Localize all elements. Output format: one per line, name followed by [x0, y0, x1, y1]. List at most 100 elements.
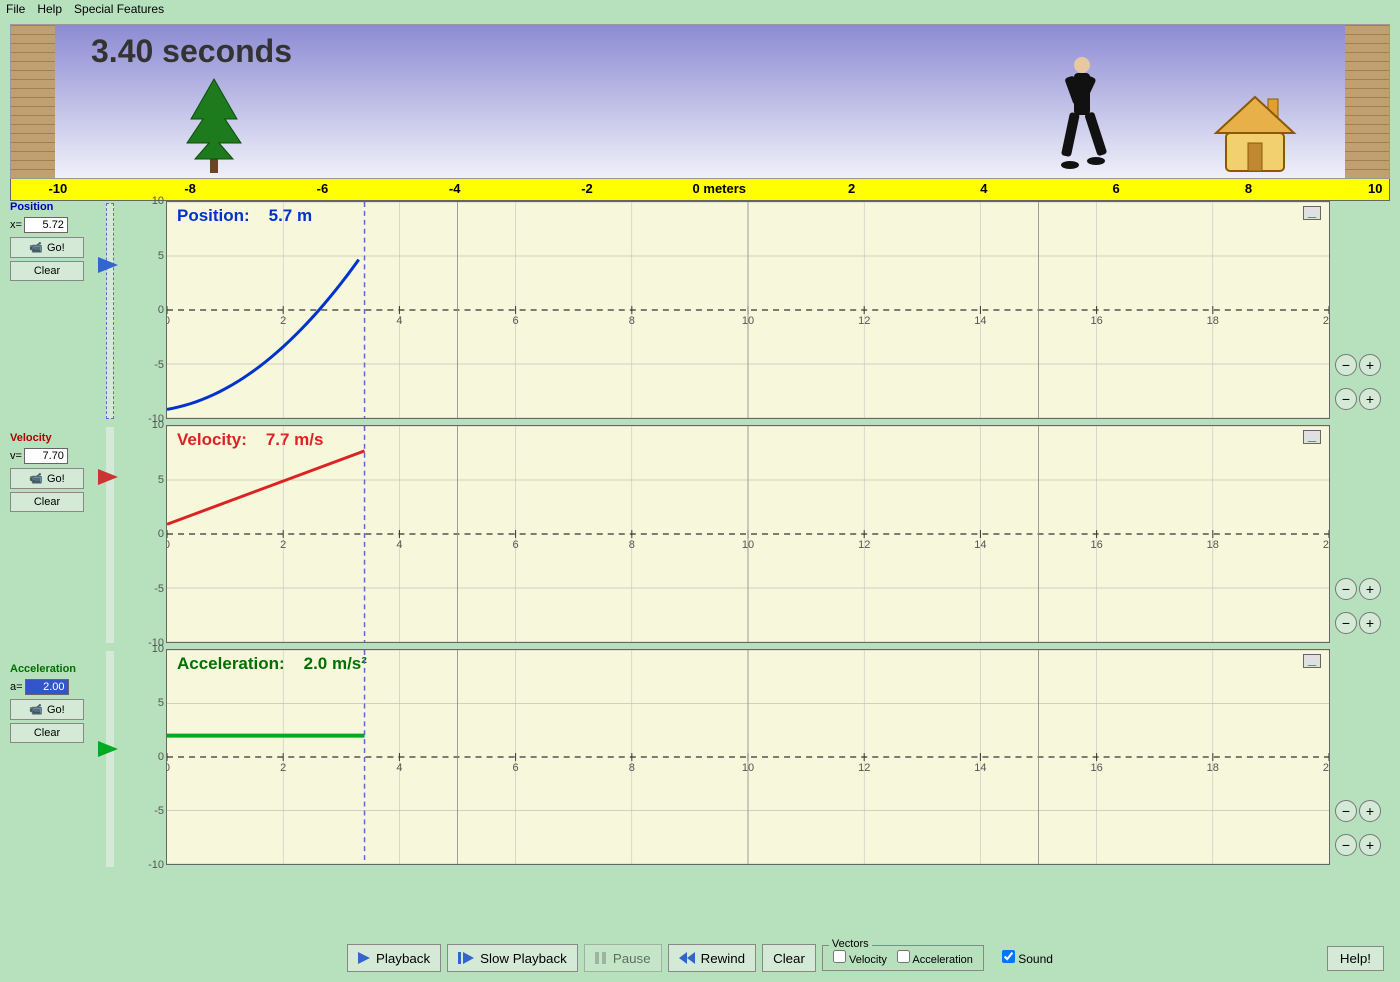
ruler-tick: 6 — [1113, 181, 1120, 196]
svg-text:0: 0 — [167, 762, 170, 774]
acceleration-checkbox-label[interactable]: Acceleration — [897, 950, 973, 966]
vel-zoom-x-in[interactable]: + — [1359, 612, 1381, 634]
ruler-tick: 8 — [1245, 181, 1252, 196]
help-button[interactable]: Help! — [1327, 946, 1384, 971]
pos-zoom-y-in[interactable]: + — [1359, 354, 1381, 376]
svg-text:20: 20 — [1323, 315, 1329, 327]
svg-text:6: 6 — [513, 315, 519, 327]
acceleration-input[interactable] — [25, 679, 69, 695]
slow-playback-button[interactable]: Slow Playback — [447, 944, 578, 972]
svg-text:18: 18 — [1207, 762, 1219, 774]
ruler-tick: -8 — [184, 181, 196, 196]
velocity-checkbox-label[interactable]: Velocity — [833, 950, 887, 966]
acceleration-graph-row: -10-50510 Acceleration: 2.0 m/s² _ 02468… — [140, 649, 1330, 865]
ruler-tick: -10 — [48, 181, 67, 196]
playback-button[interactable]: Playback — [347, 944, 441, 972]
position-input[interactable] — [24, 217, 68, 233]
velocity-go-button[interactable]: 📹Go! — [10, 468, 84, 489]
svg-text:6: 6 — [513, 539, 519, 551]
walking-man-icon[interactable] — [1058, 53, 1108, 178]
velocity-var: v= — [10, 450, 22, 462]
position-slider[interactable] — [106, 203, 114, 419]
playback-bar: Playback Slow Playback Pause Rewind Clea… — [0, 944, 1400, 972]
svg-text:0: 0 — [167, 539, 170, 551]
sound-checkbox[interactable] — [1002, 950, 1015, 963]
velocity-graph-row: -10-50510 Velocity: 7.7 m/s _ 0246810121… — [140, 425, 1330, 643]
pause-button[interactable]: Pause — [584, 944, 662, 972]
velocity-slider[interactable] — [106, 427, 114, 643]
acceleration-var: a= — [10, 681, 23, 693]
acceleration-ylabels: -10-50510 — [140, 649, 166, 865]
acceleration-slider-thumb[interactable] — [98, 741, 118, 757]
svg-text:4: 4 — [396, 539, 402, 551]
acceleration-checkbox[interactable] — [897, 950, 910, 963]
left-controls: Position x= 📹Go! Clear Velocity v= 📹Go! … — [10, 201, 96, 865]
svg-text:2: 2 — [280, 539, 286, 551]
ruler-tick: 0 meters — [693, 181, 746, 196]
acceleration-slider[interactable] — [106, 651, 114, 867]
svg-text:8: 8 — [629, 539, 635, 551]
svg-text:2: 2 — [280, 762, 286, 774]
house-icon — [1210, 93, 1300, 178]
svg-text:14: 14 — [974, 539, 986, 551]
ruler-tick: 2 — [848, 181, 855, 196]
acc-zoom-y-in[interactable]: + — [1359, 800, 1381, 822]
svg-text:2: 2 — [280, 315, 286, 327]
svg-text:16: 16 — [1090, 315, 1102, 327]
position-graph[interactable]: Position: 5.7 m _ 02468101214161820 −+ −… — [166, 201, 1330, 419]
acceleration-clear-button[interactable]: Clear — [10, 723, 84, 743]
clear-button[interactable]: Clear — [762, 944, 816, 972]
menubar: File Help Special Features — [0, 0, 1400, 18]
svg-text:0: 0 — [167, 315, 170, 327]
svg-text:12: 12 — [858, 315, 870, 327]
velocity-slider-thumb[interactable] — [98, 469, 118, 485]
vectors-box: Vectors Velocity Acceleration — [822, 945, 984, 971]
vel-zoom-y-out[interactable]: − — [1335, 578, 1357, 600]
position-var: x= — [10, 219, 22, 231]
pos-zoom-x-in[interactable]: + — [1359, 388, 1381, 410]
acceleration-label: Acceleration — [10, 663, 96, 675]
velocity-ylabels: -10-50510 — [140, 425, 166, 643]
svg-text:20: 20 — [1323, 762, 1329, 774]
pos-zoom-x-out[interactable]: − — [1335, 388, 1357, 410]
position-ruler: -10-8-6-4-20 meters246810 — [10, 179, 1390, 201]
position-label: Position — [10, 201, 96, 213]
position-slider-thumb[interactable] — [98, 257, 118, 273]
rewind-button[interactable]: Rewind — [668, 944, 756, 972]
ruler-tick: -4 — [449, 181, 461, 196]
velocity-clear-button[interactable]: Clear — [10, 492, 84, 512]
wall-right — [1345, 25, 1389, 178]
svg-text:4: 4 — [396, 762, 402, 774]
velocity-input[interactable] — [24, 448, 68, 464]
menu-file[interactable]: File — [6, 2, 25, 16]
velocity-label: Velocity — [10, 432, 96, 444]
menu-help[interactable]: Help — [37, 2, 62, 16]
acc-zoom-x-in[interactable]: + — [1359, 834, 1381, 856]
svg-text:20: 20 — [1323, 539, 1329, 551]
world-view: 3.40 seconds — [10, 24, 1390, 179]
ruler-tick: 4 — [980, 181, 987, 196]
svg-text:18: 18 — [1207, 315, 1219, 327]
svg-text:8: 8 — [629, 762, 635, 774]
svg-text:18: 18 — [1207, 539, 1219, 551]
acceleration-go-button[interactable]: 📹Go! — [10, 699, 84, 720]
svg-text:14: 14 — [974, 762, 986, 774]
svg-text:16: 16 — [1090, 762, 1102, 774]
menu-special[interactable]: Special Features — [74, 2, 164, 16]
svg-text:6: 6 — [513, 762, 519, 774]
svg-text:8: 8 — [629, 315, 635, 327]
velocity-checkbox[interactable] — [833, 950, 846, 963]
svg-text:4: 4 — [396, 315, 402, 327]
ruler-tick: -2 — [581, 181, 593, 196]
velocity-graph[interactable]: Velocity: 7.7 m/s _ 02468101214161820 −+… — [166, 425, 1330, 643]
position-clear-button[interactable]: Clear — [10, 261, 84, 281]
acceleration-graph[interactable]: Acceleration: 2.0 m/s² _ 024681012141618… — [166, 649, 1330, 865]
acc-zoom-y-out[interactable]: − — [1335, 800, 1357, 822]
acc-zoom-x-out[interactable]: − — [1335, 834, 1357, 856]
vel-zoom-x-out[interactable]: − — [1335, 612, 1357, 634]
vel-zoom-y-in[interactable]: + — [1359, 578, 1381, 600]
pos-zoom-y-out[interactable]: − — [1335, 354, 1357, 376]
ruler-tick: 10 — [1368, 181, 1382, 196]
sound-checkbox-label[interactable]: Sound — [1002, 950, 1053, 966]
position-go-button[interactable]: 📹Go! — [10, 237, 84, 258]
